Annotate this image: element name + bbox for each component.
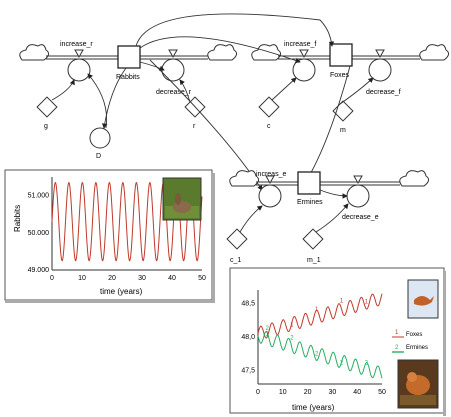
y-tick-label: 49.000 xyxy=(28,267,50,274)
converter-label: c_1 xyxy=(230,257,241,264)
converter-c-1[interactable] xyxy=(226,228,248,250)
y-tick-label: 50.000 xyxy=(28,230,50,237)
fox-photo xyxy=(407,279,439,319)
flow-label: decrease_e xyxy=(342,214,379,221)
stock-label: Ermines xyxy=(297,199,323,206)
stock-rabbits[interactable] xyxy=(117,45,141,69)
valve-icon[interactable] xyxy=(368,49,392,82)
valve-icon[interactable] xyxy=(161,49,185,82)
y-tick-label: 51.000 xyxy=(28,193,50,200)
x-axis-label: time (years) xyxy=(292,403,335,412)
x-axis-label: time (years) xyxy=(100,287,143,296)
valve-icon[interactable] xyxy=(258,175,282,208)
stock-foxes[interactable] xyxy=(329,43,353,67)
flow-label: decrease_f xyxy=(366,89,401,96)
converter-label: m xyxy=(340,127,346,134)
x-tick-label: 0 xyxy=(256,389,260,396)
legend-label: Ermines xyxy=(406,345,428,351)
converter-label: c xyxy=(267,123,271,130)
flow-label: increas_e xyxy=(256,171,286,178)
connector-arrow xyxy=(239,189,349,233)
source-cloud-icon xyxy=(229,170,260,187)
x-tick-label: 30 xyxy=(138,275,146,282)
x-tick-label: 40 xyxy=(353,389,361,396)
legend-marker: 1 xyxy=(395,330,399,336)
series-marker: 2 xyxy=(365,360,369,366)
flow-label: increase_r xyxy=(60,41,93,48)
y-tick-label: 47,5 xyxy=(241,368,255,375)
ermine-photo xyxy=(397,359,439,409)
source-cloud-icon xyxy=(251,44,282,61)
rabbits-chart-panel: Rabbits time (years) 0 10 20 30 40 50 49.000 50… xyxy=(4,169,215,303)
series-marker: 1 xyxy=(290,323,294,329)
stock-label: Foxes xyxy=(330,72,350,79)
converter-c[interactable] xyxy=(258,96,280,118)
converter-label: m_1 xyxy=(307,257,321,264)
connector-arrow xyxy=(51,13,374,191)
series-marker: 1 xyxy=(340,298,344,304)
y-tick-label: 48,0 xyxy=(241,334,255,341)
sink-cloud-icon xyxy=(419,44,450,61)
series-marker: 1 xyxy=(315,307,319,313)
x-tick-label: 20 xyxy=(304,389,312,396)
series-marker: 1 xyxy=(365,299,369,305)
sink-cloud-icon xyxy=(399,170,430,187)
x-tick-label: 50 xyxy=(198,275,206,282)
x-tick-label: 20 xyxy=(108,275,116,282)
ermines-series-line xyxy=(257,330,383,379)
y-tick-label: 48,5 xyxy=(241,300,255,307)
x-tick-label: 30 xyxy=(329,389,337,396)
x-tick-label: 10 xyxy=(78,275,86,282)
series-marker: 1 xyxy=(265,331,269,337)
x-tick-label: 0 xyxy=(50,275,54,282)
sink-cloud-icon xyxy=(207,44,238,61)
converter-g[interactable] xyxy=(36,96,58,118)
x-tick-label: 40 xyxy=(168,275,176,282)
valve-icon[interactable] xyxy=(67,49,91,82)
legend-marker: 2 xyxy=(395,345,399,351)
converter-m[interactable] xyxy=(332,100,354,122)
source-cloud-icon xyxy=(19,44,50,61)
series-marker: 2 xyxy=(290,335,294,341)
stock-label: Rabbits xyxy=(116,74,140,81)
series-marker: 2 xyxy=(265,326,269,332)
flow-label: decrease_r xyxy=(156,89,192,96)
x-tick-label: 50 xyxy=(378,389,386,396)
y-axis-label: Rabbits xyxy=(13,205,22,232)
valve-icon[interactable] xyxy=(346,175,370,208)
converter-label: D xyxy=(96,153,101,160)
flow-label: increase_f xyxy=(284,41,316,48)
legend-label: Foxes xyxy=(406,332,422,338)
valve-icon[interactable] xyxy=(292,49,316,82)
rabbit-photo xyxy=(162,177,202,221)
converter-D[interactable] xyxy=(89,127,111,149)
converter-m-1[interactable] xyxy=(302,228,324,250)
flow-pipe xyxy=(256,181,400,186)
series-marker: 2 xyxy=(315,352,319,358)
legend: 1 Foxes 2 Ermines xyxy=(392,330,428,353)
converter-label: g xyxy=(44,123,48,130)
x-tick-label: 10 xyxy=(279,389,287,396)
foxes-series-line xyxy=(257,293,383,339)
converter-label: r xyxy=(193,123,196,130)
stock-ermines[interactable] xyxy=(297,171,321,195)
series-marker: 2 xyxy=(340,361,344,367)
